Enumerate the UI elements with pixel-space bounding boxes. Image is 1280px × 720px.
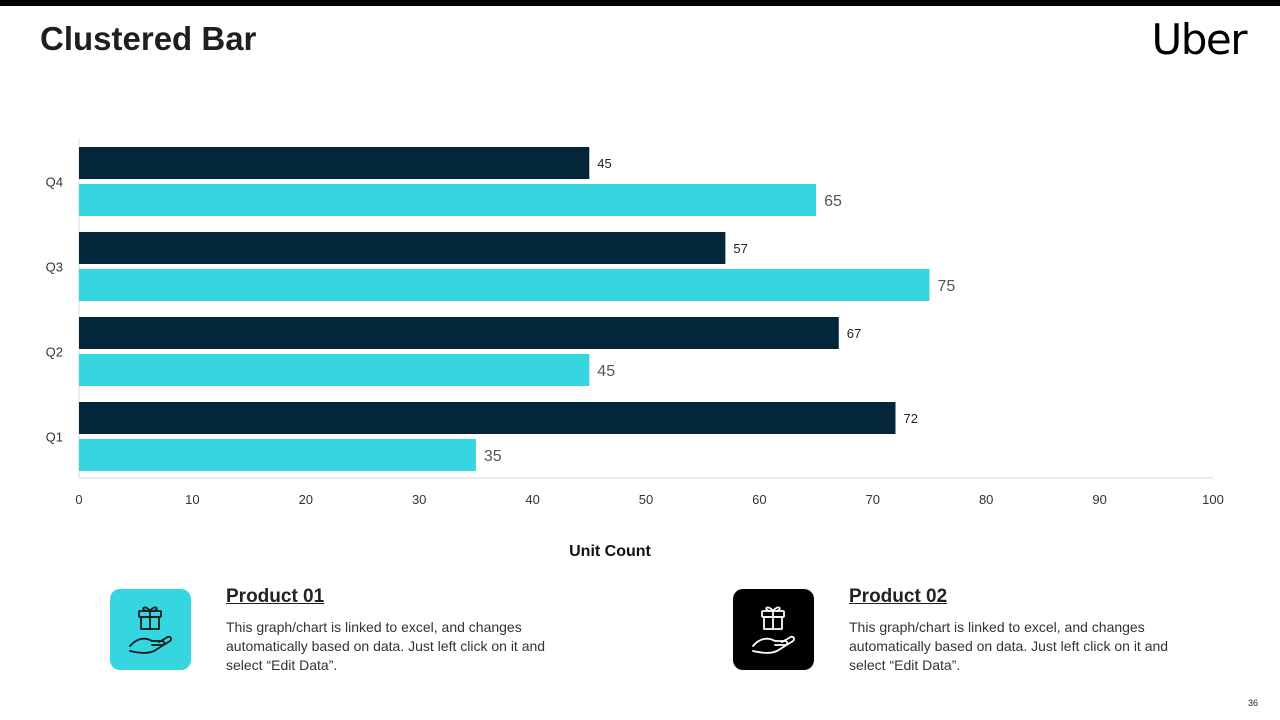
top-strip: [0, 0, 1280, 6]
product-2-title: Product 02: [849, 586, 948, 607]
product-1-description: This graph/chart is linked to excel, and…: [226, 619, 546, 673]
product-1-icon-box: [110, 589, 191, 670]
gift-hand-icon: [128, 606, 172, 654]
y-tick-label: Q2: [46, 345, 63, 360]
product-2-description: This graph/chart is linked to excel, and…: [849, 619, 1169, 673]
y-tick-label: Q1: [46, 430, 63, 445]
data-label-series-1: 72: [903, 411, 917, 426]
x-tick-label: 20: [299, 492, 313, 507]
gift-hand-icon: [751, 606, 795, 654]
bar-series-2: [79, 354, 590, 386]
x-tick-label: 10: [185, 492, 199, 507]
data-label-series-1: 57: [733, 241, 747, 256]
bar-series-2: [79, 439, 476, 471]
bar-series-1: [79, 317, 839, 349]
page-number: 36: [1247, 698, 1258, 708]
data-label-series-2: 45: [597, 363, 615, 380]
y-tick-label: Q4: [46, 175, 63, 190]
data-label-series-2: 35: [484, 448, 502, 465]
x-tick-label: 90: [1092, 492, 1106, 507]
brand-logo: Uber: [1151, 15, 1247, 64]
data-label-series-1: 67: [847, 326, 861, 341]
bar-series-2: [79, 184, 817, 216]
y-tick-label: Q3: [46, 260, 63, 275]
x-tick-label: 0: [75, 492, 82, 507]
bar-series-1: [79, 147, 590, 179]
x-tick-label: 50: [639, 492, 653, 507]
x-axis-title: Unit Count: [569, 543, 651, 560]
bar-series-1: [79, 232, 726, 264]
x-tick-label: 70: [866, 492, 880, 507]
product-1-title: Product 01: [226, 586, 325, 607]
product-card-1: Product 01 This graph/chart is linked to…: [110, 586, 545, 678]
x-tick-label: 30: [412, 492, 426, 507]
x-tick-label: 100: [1202, 492, 1224, 507]
data-label-series-1: 45: [597, 156, 611, 171]
x-tick-label: 80: [979, 492, 993, 507]
data-label-series-2: 75: [938, 278, 956, 295]
product-card-2: Product 02 This graph/chart is linked to…: [733, 586, 1168, 678]
x-tick-label: 60: [752, 492, 766, 507]
product-2-icon-box: [733, 589, 814, 670]
slide-title: Clustered Bar: [40, 20, 257, 57]
x-tick-label: 40: [525, 492, 539, 507]
bar-series-2: [79, 269, 930, 301]
clustered-bar-chart: 0 10 20 30 40 50 60 70 80 90 100 Q4 45 65 Q3 57 75 Q2 67 45…: [46, 139, 1224, 560]
bar-series-1: [79, 402, 896, 434]
data-label-series-2: 65: [824, 193, 842, 210]
